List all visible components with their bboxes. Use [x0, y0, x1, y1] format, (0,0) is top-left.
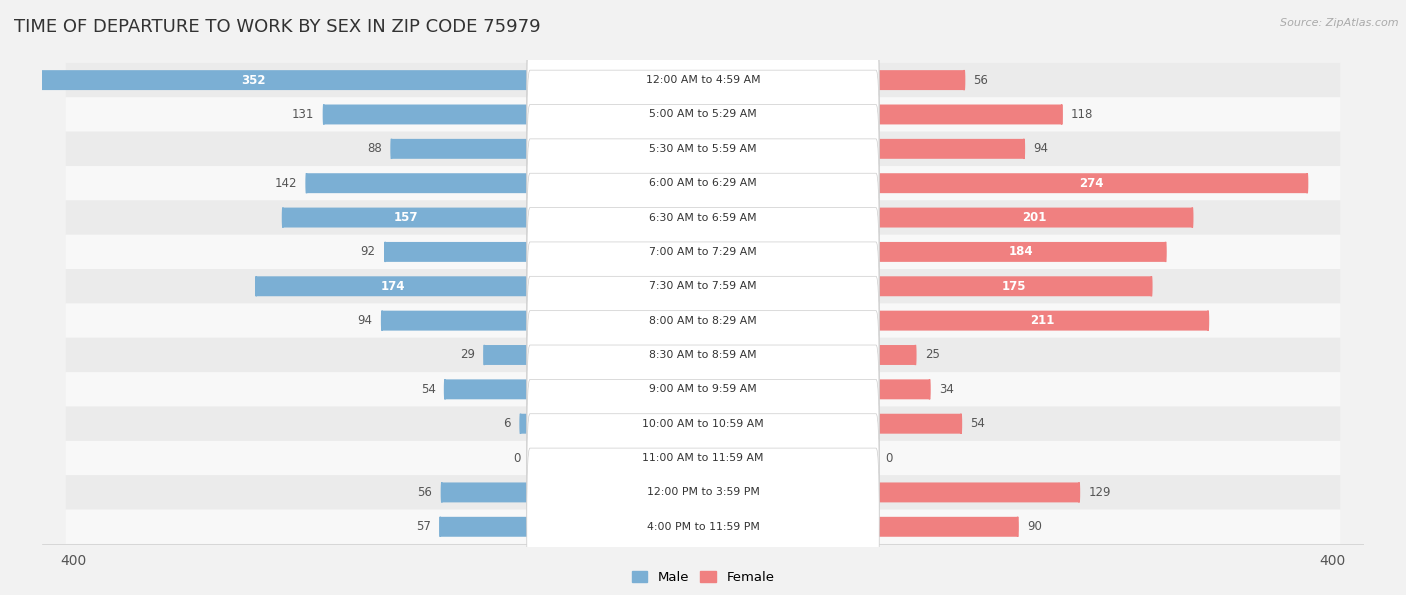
FancyBboxPatch shape — [66, 98, 1340, 131]
FancyBboxPatch shape — [256, 276, 530, 296]
Text: 54: 54 — [970, 417, 986, 430]
FancyBboxPatch shape — [66, 338, 1340, 372]
FancyBboxPatch shape — [527, 414, 879, 571]
FancyBboxPatch shape — [876, 311, 1208, 331]
FancyBboxPatch shape — [527, 380, 879, 537]
Text: 0: 0 — [513, 452, 520, 465]
Text: 129: 129 — [1088, 486, 1111, 499]
FancyBboxPatch shape — [66, 235, 1340, 269]
Text: 57: 57 — [416, 520, 430, 533]
Text: 12:00 AM to 4:59 AM: 12:00 AM to 4:59 AM — [645, 75, 761, 85]
Text: 90: 90 — [1028, 520, 1042, 533]
FancyBboxPatch shape — [527, 105, 879, 262]
Text: Source: ZipAtlas.com: Source: ZipAtlas.com — [1281, 18, 1399, 28]
FancyBboxPatch shape — [382, 311, 530, 331]
FancyBboxPatch shape — [876, 70, 965, 90]
Text: 157: 157 — [394, 211, 419, 224]
FancyBboxPatch shape — [527, 173, 879, 331]
Text: 175: 175 — [1001, 280, 1026, 293]
Text: 7:30 AM to 7:59 AM: 7:30 AM to 7:59 AM — [650, 281, 756, 292]
FancyBboxPatch shape — [66, 406, 1340, 441]
Text: 8:30 AM to 8:59 AM: 8:30 AM to 8:59 AM — [650, 350, 756, 360]
Legend: Male, Female: Male, Female — [626, 566, 780, 590]
FancyBboxPatch shape — [66, 166, 1340, 201]
Text: 142: 142 — [274, 177, 297, 190]
FancyBboxPatch shape — [444, 380, 530, 399]
FancyBboxPatch shape — [391, 139, 530, 159]
Text: 11:00 AM to 11:59 AM: 11:00 AM to 11:59 AM — [643, 453, 763, 463]
Text: 25: 25 — [925, 349, 939, 362]
Text: 5:00 AM to 5:29 AM: 5:00 AM to 5:29 AM — [650, 109, 756, 120]
FancyBboxPatch shape — [66, 372, 1340, 406]
Text: 29: 29 — [460, 349, 475, 362]
FancyBboxPatch shape — [527, 208, 879, 365]
FancyBboxPatch shape — [527, 1, 879, 159]
Text: 88: 88 — [367, 142, 382, 155]
FancyBboxPatch shape — [484, 345, 530, 365]
FancyBboxPatch shape — [283, 208, 530, 227]
Text: 9:00 AM to 9:59 AM: 9:00 AM to 9:59 AM — [650, 384, 756, 394]
FancyBboxPatch shape — [876, 345, 915, 365]
FancyBboxPatch shape — [527, 139, 879, 296]
FancyBboxPatch shape — [66, 63, 1340, 98]
Text: 92: 92 — [361, 245, 375, 258]
FancyBboxPatch shape — [876, 105, 1062, 124]
Text: 94: 94 — [357, 314, 373, 327]
Text: 56: 56 — [418, 486, 433, 499]
Text: 94: 94 — [1033, 142, 1049, 155]
FancyBboxPatch shape — [0, 70, 530, 90]
FancyBboxPatch shape — [876, 208, 1192, 227]
Text: 274: 274 — [1080, 177, 1104, 190]
Text: 8:00 AM to 8:29 AM: 8:00 AM to 8:29 AM — [650, 315, 756, 325]
FancyBboxPatch shape — [876, 517, 1018, 537]
Text: 34: 34 — [939, 383, 953, 396]
Text: 184: 184 — [1008, 245, 1033, 258]
FancyBboxPatch shape — [527, 345, 879, 502]
FancyBboxPatch shape — [66, 201, 1340, 235]
Text: 0: 0 — [886, 452, 893, 465]
FancyBboxPatch shape — [441, 483, 530, 502]
FancyBboxPatch shape — [527, 70, 879, 227]
FancyBboxPatch shape — [527, 311, 879, 468]
Text: 6: 6 — [503, 417, 510, 430]
Text: 4:00 PM to 11:59 PM: 4:00 PM to 11:59 PM — [647, 522, 759, 532]
FancyBboxPatch shape — [876, 483, 1078, 502]
Text: 211: 211 — [1029, 314, 1054, 327]
Text: 201: 201 — [1022, 211, 1046, 224]
Text: 10:00 AM to 10:59 AM: 10:00 AM to 10:59 AM — [643, 419, 763, 429]
FancyBboxPatch shape — [520, 414, 530, 434]
Text: 56: 56 — [973, 74, 988, 87]
FancyBboxPatch shape — [527, 276, 879, 434]
FancyBboxPatch shape — [66, 441, 1340, 475]
Text: 174: 174 — [381, 280, 405, 293]
FancyBboxPatch shape — [385, 242, 530, 262]
Text: 6:00 AM to 6:29 AM: 6:00 AM to 6:29 AM — [650, 178, 756, 188]
FancyBboxPatch shape — [527, 242, 879, 399]
FancyBboxPatch shape — [876, 414, 962, 434]
Text: 131: 131 — [292, 108, 315, 121]
Text: 6:30 AM to 6:59 AM: 6:30 AM to 6:59 AM — [650, 212, 756, 223]
FancyBboxPatch shape — [876, 380, 929, 399]
FancyBboxPatch shape — [66, 269, 1340, 303]
FancyBboxPatch shape — [66, 509, 1340, 544]
FancyBboxPatch shape — [66, 303, 1340, 338]
FancyBboxPatch shape — [66, 131, 1340, 166]
FancyBboxPatch shape — [307, 173, 530, 193]
FancyBboxPatch shape — [876, 242, 1166, 262]
Text: 7:00 AM to 7:29 AM: 7:00 AM to 7:29 AM — [650, 247, 756, 257]
FancyBboxPatch shape — [66, 475, 1340, 509]
FancyBboxPatch shape — [527, 36, 879, 193]
Text: 118: 118 — [1071, 108, 1094, 121]
Text: 352: 352 — [240, 74, 266, 87]
Text: 54: 54 — [420, 383, 436, 396]
FancyBboxPatch shape — [876, 276, 1152, 296]
FancyBboxPatch shape — [323, 105, 530, 124]
Text: TIME OF DEPARTURE TO WORK BY SEX IN ZIP CODE 75979: TIME OF DEPARTURE TO WORK BY SEX IN ZIP … — [14, 18, 541, 36]
FancyBboxPatch shape — [876, 139, 1024, 159]
FancyBboxPatch shape — [527, 448, 879, 595]
Text: 5:30 AM to 5:59 AM: 5:30 AM to 5:59 AM — [650, 144, 756, 154]
Text: 12:00 PM to 3:59 PM: 12:00 PM to 3:59 PM — [647, 487, 759, 497]
FancyBboxPatch shape — [440, 517, 530, 537]
FancyBboxPatch shape — [876, 173, 1308, 193]
